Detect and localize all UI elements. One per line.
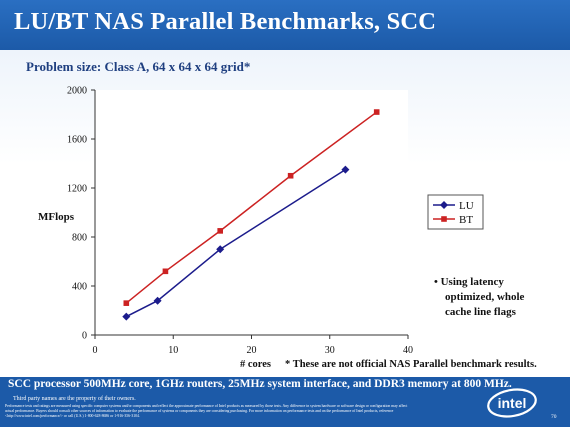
- footer-spec-text: SCC processor 500MHz core, 1GHz routers,…: [8, 378, 512, 390]
- legend-label-bt: BT: [459, 214, 473, 226]
- x-tick-label: 10: [168, 345, 178, 356]
- footer-fine-print: Performance tests and ratings are measur…: [5, 404, 408, 418]
- footer-third-party: Third party names are the property of th…: [13, 396, 136, 402]
- data-point-lu: [153, 296, 162, 305]
- intel-logo-text: intel: [498, 395, 527, 411]
- data-point-lu: [341, 165, 350, 174]
- x-tick-label: 0: [93, 345, 98, 356]
- x-axis-cores-label: # cores: [240, 359, 272, 370]
- slide-subtitle: Problem size: Class A, 64 x 64 x 64 grid…: [26, 59, 251, 74]
- y-tick-label: 1600: [67, 135, 87, 146]
- data-point-bt: [217, 228, 223, 234]
- legend-box: [427, 194, 484, 230]
- page-number: 70: [551, 414, 557, 420]
- bullet-marker: •: [434, 276, 441, 288]
- legend-marker-lu: [440, 201, 448, 209]
- plot-area: [95, 90, 408, 335]
- bullet-first-line: Using latency: [440, 276, 504, 288]
- data-point-bt: [162, 268, 169, 275]
- disclaimer-note: * These are not official NAS Parallel be…: [285, 359, 537, 370]
- title-bar: [0, 0, 570, 50]
- footer-band: [0, 377, 570, 427]
- data-point-bt: [287, 172, 294, 179]
- y-axis-label: MFlops: [38, 211, 75, 223]
- x-tick-label: 40: [403, 345, 413, 356]
- y-tick-label: 400: [72, 282, 87, 293]
- y-tick-label: 1200: [67, 184, 87, 195]
- legend-label-lu: LU: [459, 200, 474, 212]
- y-tick-label: 2000: [67, 86, 87, 97]
- x-tick-label: 30: [325, 345, 335, 356]
- slide-title: LU/BT NAS Parallel Benchmarks, SCC: [14, 8, 437, 35]
- series-line-lu: [125, 168, 346, 318]
- footnote: # cores * These are not official NAS Para…: [240, 359, 537, 370]
- intel-logo: intel: [487, 388, 537, 418]
- y-tick-label: 800: [72, 233, 87, 244]
- data-point-lu: [216, 245, 225, 254]
- bullet-continuation: optimized, whole cache line flags: [445, 291, 525, 318]
- y-tick-label: 0: [82, 331, 87, 342]
- bullet-note: • Using latency optimized, whole cache l…: [434, 275, 535, 320]
- data-point-bt: [123, 300, 130, 306]
- legend-marker-bt: [441, 216, 447, 222]
- x-tick-label: 20: [247, 345, 257, 356]
- data-point-lu: [122, 312, 131, 321]
- data-point-bt: [373, 109, 380, 115]
